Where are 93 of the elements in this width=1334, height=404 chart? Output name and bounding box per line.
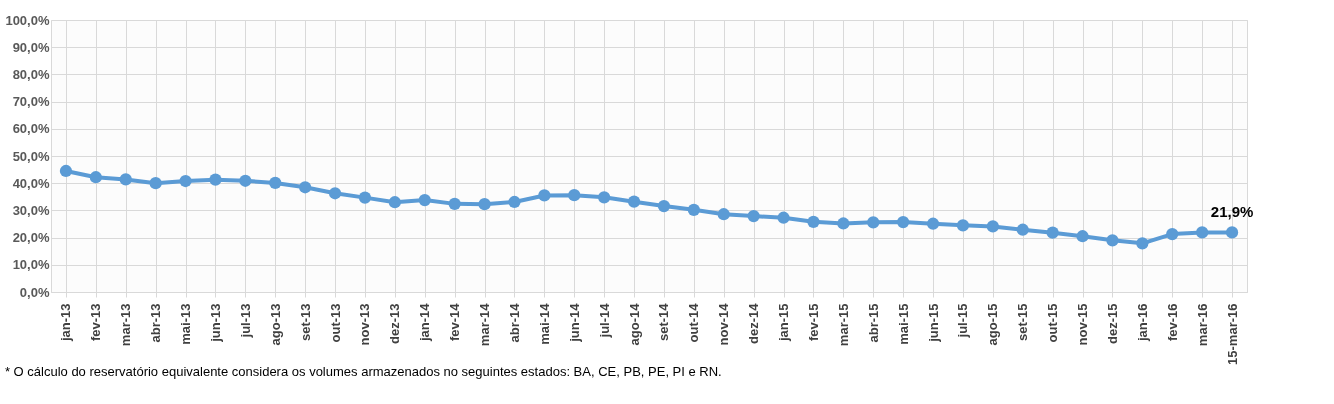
x-tick-label: mai-14 bbox=[536, 302, 552, 345]
x-tick-label: out-13 bbox=[327, 303, 343, 343]
point bbox=[598, 191, 611, 204]
text: * O cálculo do reservatório equivalente considera os volumes armazenados no seguintes estados: BA, CE, PB, PE, PI e RN. bbox=[4, 364, 722, 380]
x-tick-label: jan-16 bbox=[1134, 303, 1150, 343]
point bbox=[209, 173, 222, 186]
x-tick-label: jan-15 bbox=[776, 303, 792, 343]
x-tick-label: set-13 bbox=[297, 303, 313, 342]
point bbox=[269, 176, 282, 190]
x-tick-label: mar-13 bbox=[118, 303, 134, 347]
x-tick-label: abr-13 bbox=[148, 303, 164, 343]
y-tick-label: 70,0% bbox=[12, 94, 50, 110]
x-tick-label: dez-13 bbox=[387, 303, 403, 344]
y-tick-label: 10,0% bbox=[12, 257, 50, 273]
x-tick-label: 15-mar-16 bbox=[1224, 303, 1240, 365]
x-tick-label: jun-13 bbox=[207, 303, 223, 343]
point bbox=[1016, 223, 1029, 236]
point bbox=[59, 164, 73, 178]
point bbox=[1076, 230, 1089, 243]
x-tick-label: nov-14 bbox=[716, 302, 732, 346]
x-tick-label: nov-13 bbox=[357, 303, 373, 346]
y-tick-label: 0,0% bbox=[19, 284, 50, 300]
x-tick-label: set-14 bbox=[656, 302, 672, 342]
point bbox=[239, 174, 252, 187]
point bbox=[508, 195, 521, 209]
point bbox=[299, 181, 312, 194]
point bbox=[687, 203, 700, 216]
point bbox=[777, 211, 790, 224]
point bbox=[119, 173, 132, 186]
point bbox=[897, 215, 910, 229]
y-tick-label: 90,0% bbox=[12, 39, 50, 55]
x-tick-label: jul-15 bbox=[955, 303, 971, 339]
x-tick-label: jan-14 bbox=[417, 302, 433, 343]
x-tick-label: abr-14 bbox=[506, 302, 522, 343]
x-tick-label: mar-16 bbox=[1194, 303, 1210, 347]
x-tick-label: nov-15 bbox=[1075, 303, 1091, 346]
x-tick-label: mai-15 bbox=[895, 303, 911, 345]
y-tick-label: 20,0% bbox=[12, 230, 50, 246]
x-tick-label: fev-14 bbox=[447, 302, 463, 342]
x-tick-label: dez-14 bbox=[746, 302, 762, 344]
y-tick-label: 50,0% bbox=[12, 148, 50, 164]
point bbox=[478, 198, 491, 211]
x-tick-label: mai-13 bbox=[178, 303, 194, 345]
point bbox=[837, 217, 850, 230]
x-tick-label: dez-15 bbox=[1104, 303, 1120, 344]
point bbox=[89, 171, 102, 184]
point bbox=[418, 193, 431, 207]
point bbox=[358, 191, 372, 204]
x-tick-label: fev-13 bbox=[88, 303, 104, 342]
x-tick-label: out-14 bbox=[686, 302, 702, 343]
point bbox=[807, 215, 820, 228]
point bbox=[1196, 226, 1209, 239]
x-tick-label: jun-15 bbox=[925, 303, 941, 343]
point bbox=[179, 174, 192, 188]
x-tick-label: jun-14 bbox=[566, 302, 582, 343]
point bbox=[538, 189, 551, 202]
x-tick-label: jul-13 bbox=[237, 303, 253, 339]
point bbox=[627, 195, 641, 208]
x-tick-label: fev-16 bbox=[1164, 303, 1180, 342]
point bbox=[328, 187, 342, 200]
x-tick-label: set-15 bbox=[1015, 303, 1031, 342]
point bbox=[867, 216, 880, 229]
point bbox=[1166, 227, 1179, 241]
point bbox=[956, 219, 970, 232]
y-tick-label: 60,0% bbox=[12, 121, 50, 137]
x-tick-label: mar-15 bbox=[835, 303, 851, 347]
point bbox=[388, 196, 401, 209]
x-tick-label: jan-13 bbox=[58, 303, 74, 343]
point bbox=[149, 177, 162, 190]
x-tick-label: ago-14 bbox=[626, 302, 642, 346]
y-tick-label: 100,0% bbox=[5, 12, 50, 28]
point bbox=[717, 208, 730, 221]
x-tick-label: jul-14 bbox=[596, 302, 612, 339]
x-tick-label: out-15 bbox=[1045, 303, 1061, 343]
point bbox=[657, 199, 671, 213]
point bbox=[1225, 226, 1239, 239]
point bbox=[448, 197, 461, 210]
point bbox=[1136, 237, 1149, 250]
x-tick-label: fev-15 bbox=[805, 303, 821, 342]
point bbox=[1106, 234, 1119, 247]
point bbox=[568, 189, 581, 202]
point bbox=[926, 217, 940, 230]
x-tick-label: abr-15 bbox=[865, 303, 881, 343]
point bbox=[986, 220, 999, 233]
x-tick-label: mar-14 bbox=[477, 302, 493, 347]
data-label: 21,9% bbox=[1210, 203, 1254, 221]
point bbox=[1046, 226, 1059, 239]
x-tick-label: ago-15 bbox=[985, 303, 1001, 346]
y-tick-label: 30,0% bbox=[12, 202, 50, 218]
x-tick-label: ago-13 bbox=[267, 303, 283, 346]
y-tick-label: 40,0% bbox=[12, 175, 50, 191]
point bbox=[747, 210, 760, 223]
y-tick-label: 80,0% bbox=[12, 66, 50, 82]
